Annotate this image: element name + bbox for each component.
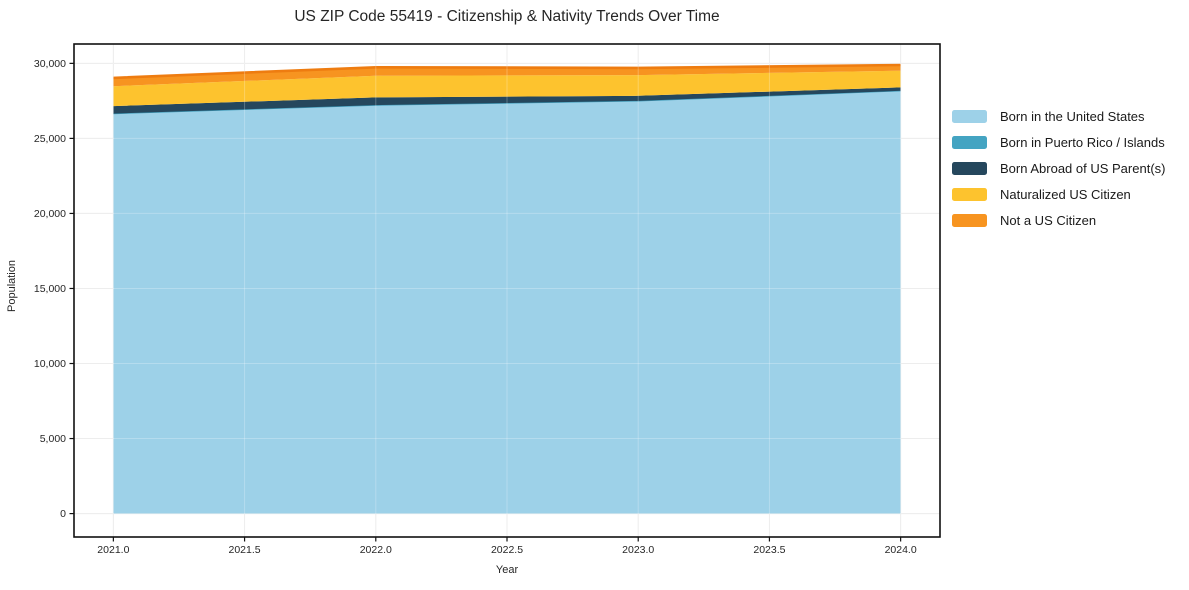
y-tick-label: 15,000 [34,283,66,295]
legend-item-born-in-the-united-states: Born in the United States [952,103,1165,129]
area-naturalized-us-citizen [113,70,901,107]
x-tick-label: 2021.5 [229,544,261,556]
y-tick-label: 10,000 [34,358,66,370]
legend-swatch-icon [952,187,987,201]
y-tick-label: 30,000 [34,58,66,70]
y-tick-label: 25,000 [34,133,66,145]
legend-label: Born in the United States [1000,108,1145,124]
legend-label: Not a US Citizen [1000,212,1097,228]
legend-item-born-abroad-of-us-parent-s: Born Abroad of US Parent(s) [952,155,1165,181]
legend-item-born-in-puerto-rico-islands: Born in Puerto Rico / Islands [952,129,1165,155]
legend-item-naturalized-us-citizen: Naturalized US Citizen [952,181,1165,207]
legend-label: Born Abroad of US Parent(s) [1000,160,1166,176]
x-tick-label: 2023.5 [753,544,785,556]
legend-swatch-icon [952,213,987,227]
legend-swatch-icon [952,109,987,123]
y-tick-label: 0 [60,508,66,520]
y-tick-label: 20,000 [34,208,66,220]
x-axis-label: Year [495,564,519,576]
x-tick-label: 2024.0 [885,544,917,556]
legend-label: Naturalized US Citizen [1000,186,1131,202]
x-tick-label: 2023.0 [622,544,654,556]
legend-label: Born in Puerto Rico / Islands [1000,134,1165,150]
legend: Born in the United States Born in Puerto … [952,103,1165,233]
y-axis-label: Population [6,260,18,312]
legend-item-not-a-us-citizen: Not a US Citizen [952,207,1165,233]
y-tick-label: 5,000 [40,433,66,445]
area-born-abroad-of-us-parent-s [113,87,901,114]
x-tick-label: 2022.0 [360,544,392,556]
x-tick-label: 2021.0 [97,544,129,556]
x-tick-label: 2022.5 [491,544,523,556]
area-edge-not-a-us-citizen [113,63,901,80]
legend-swatch-icon [952,135,987,149]
area-born-in-the-united-states [113,90,901,514]
legend-swatch-icon [952,161,987,175]
chart-title: US ZIP Code 55419 - Citizenship & Nativi… [294,8,720,25]
